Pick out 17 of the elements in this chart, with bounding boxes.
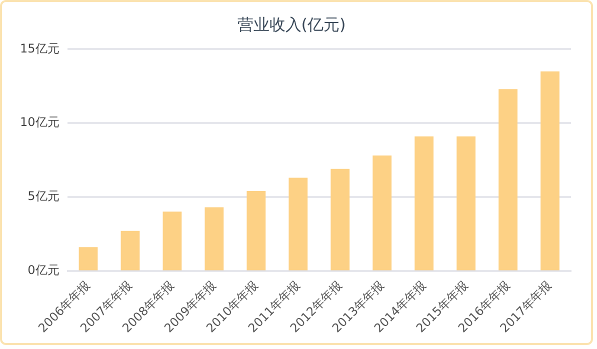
bar xyxy=(162,212,182,270)
y-tick-label: 5亿元 xyxy=(28,189,60,204)
bar xyxy=(246,191,266,270)
bar xyxy=(120,230,140,270)
y-tick-label: 10亿元 xyxy=(20,115,60,130)
bar xyxy=(456,136,476,270)
bar xyxy=(204,207,224,270)
bar xyxy=(498,89,518,270)
bar xyxy=(330,168,350,270)
bar xyxy=(78,247,98,270)
y-tick-label: 15亿元 xyxy=(20,41,60,56)
bar xyxy=(372,156,392,270)
chart-title: 营业收入(亿元) xyxy=(237,14,346,34)
bar xyxy=(540,71,560,270)
bar xyxy=(414,136,434,270)
bar xyxy=(288,178,308,270)
y-tick-label: 0亿元 xyxy=(28,262,60,277)
